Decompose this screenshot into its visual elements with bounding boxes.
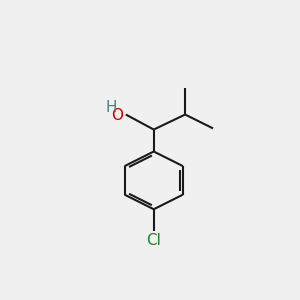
Text: Cl: Cl: [146, 233, 161, 248]
Text: H: H: [106, 100, 117, 115]
Text: O: O: [112, 107, 124, 122]
